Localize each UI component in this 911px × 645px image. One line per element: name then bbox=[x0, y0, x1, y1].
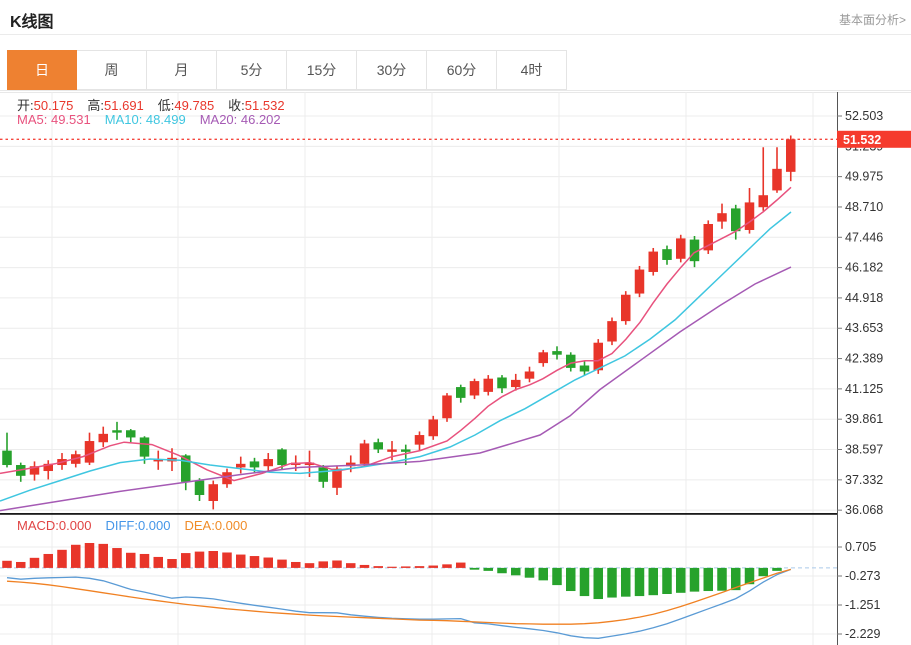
ohlc-high: 高:51.691 bbox=[87, 98, 144, 113]
interval-tab-bar: 日周月 5分 15分 30分 60分 4时 bbox=[7, 50, 567, 90]
ohlc-low: 低:49.785 bbox=[157, 98, 215, 113]
svg-text:39.861: 39.861 bbox=[845, 412, 883, 426]
tab-30分[interactable]: 30分 bbox=[357, 50, 427, 90]
diff-value: DIFF:0.000 bbox=[105, 518, 171, 533]
ma-legend: MA5: 49.531 MA10: 48.499 MA20: 46.202 bbox=[17, 112, 295, 127]
svg-text:41.125: 41.125 bbox=[845, 382, 883, 396]
ohlc-open: 开:50.175 bbox=[17, 98, 74, 113]
diff-line bbox=[6, 568, 792, 639]
svg-text:-0.273: -0.273 bbox=[845, 569, 880, 583]
tab-15分[interactable]: 15分 bbox=[287, 50, 357, 90]
svg-text:43.653: 43.653 bbox=[845, 321, 883, 335]
svg-text:44.918: 44.918 bbox=[845, 291, 883, 305]
grid-lines bbox=[0, 92, 837, 645]
svg-text:47.446: 47.446 bbox=[845, 230, 883, 244]
svg-text:42.389: 42.389 bbox=[845, 352, 883, 366]
ma5-line bbox=[0, 186, 792, 482]
tab-4时[interactable]: 4时 bbox=[497, 50, 567, 90]
svg-text:49.975: 49.975 bbox=[845, 170, 883, 184]
macd-value: MACD:0.000 bbox=[17, 518, 92, 533]
tab-周[interactable]: 周 bbox=[77, 50, 147, 90]
macd-histogram bbox=[2, 542, 782, 600]
tab-日[interactable]: 日 bbox=[7, 50, 77, 90]
price-axis-labels: 52.50351.23949.97548.71047.44646.18244.9… bbox=[837, 109, 883, 641]
kline-chart[interactable]: 52.50351.23949.97548.71047.44646.18244.9… bbox=[0, 92, 911, 645]
tab-5分[interactable]: 5分 bbox=[217, 50, 287, 90]
svg-text:36.068: 36.068 bbox=[845, 503, 883, 517]
svg-text:52.503: 52.503 bbox=[845, 109, 883, 123]
macd-legend: MACD:0.000 DIFF:0.000 DEA:0.000 bbox=[17, 518, 261, 533]
tab-月[interactable]: 月 bbox=[147, 50, 217, 90]
current-price-tag: 51.532 bbox=[837, 130, 911, 148]
dea-value: DEA:0.000 bbox=[184, 518, 248, 533]
ma10-line bbox=[0, 211, 792, 502]
ohlc-legend: 开:50.175 高:51.691 低:49.785 收:51.532 bbox=[17, 95, 299, 114]
svg-text:38.597: 38.597 bbox=[845, 443, 883, 457]
svg-text:51.532: 51.532 bbox=[843, 133, 881, 147]
svg-text:-2.229: -2.229 bbox=[845, 627, 880, 641]
page-title: K线图 bbox=[10, 14, 54, 31]
kline-canvas[interactable]: 52.50351.23949.97548.71047.44646.18244.9… bbox=[0, 92, 911, 645]
dea-line bbox=[6, 568, 791, 625]
header-bar: K线图 基本面分析> bbox=[0, 0, 911, 35]
ohlc-close: 收:51.532 bbox=[228, 98, 285, 113]
svg-text:46.182: 46.182 bbox=[845, 261, 883, 275]
fundamental-analysis-link[interactable]: 基本面分析> bbox=[838, 13, 906, 27]
svg-text:37.332: 37.332 bbox=[845, 473, 883, 487]
svg-text:48.710: 48.710 bbox=[845, 200, 883, 214]
tab-60分[interactable]: 60分 bbox=[427, 50, 497, 90]
svg-text:0.705: 0.705 bbox=[845, 540, 876, 554]
panel-divider bbox=[0, 513, 837, 515]
svg-text:-1.251: -1.251 bbox=[845, 598, 880, 612]
ma20-legend: MA20: 46.202 bbox=[199, 112, 281, 127]
ma5-legend: MA5: 49.531 bbox=[17, 112, 91, 127]
candlestick-series bbox=[2, 135, 796, 510]
ma20-line bbox=[0, 266, 792, 512]
tabbar-divider bbox=[0, 90, 911, 91]
ma10-legend: MA10: 48.499 bbox=[104, 112, 186, 127]
